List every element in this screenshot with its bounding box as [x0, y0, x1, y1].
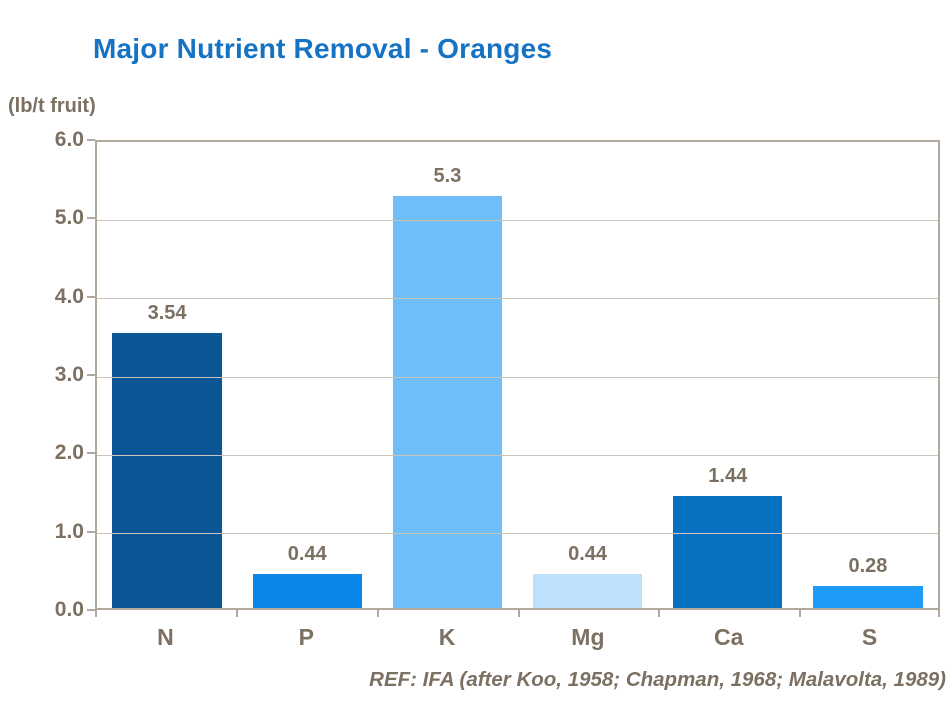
gridline: [97, 298, 938, 300]
x-tick-mark: [517, 610, 520, 617]
x-category-label-K: K: [438, 624, 456, 650]
x-tick-mark: [95, 610, 97, 617]
x-category-label-P: P: [298, 624, 314, 650]
y-tick-label: 3.0: [54, 363, 84, 386]
x-category-label-N: N: [157, 624, 174, 650]
bar-slot-P: 0.44: [237, 142, 377, 608]
y-tick-label: 4.0: [54, 284, 84, 308]
chart-title: Major Nutrient Removal - Oranges: [93, 33, 553, 64]
reference-note: REF: IFA (after Koo, 1958; Chapman, 1968…: [369, 668, 946, 691]
y-tick-mark: [87, 139, 95, 141]
y-tick-mark: [87, 452, 95, 455]
y-axis-unit-label: (lb/t fruit): [8, 95, 96, 117]
x-category-label-Ca: Ca: [714, 624, 744, 650]
y-tick-label: 5.0: [54, 206, 84, 230]
y-tick-mark: [87, 217, 95, 220]
gridline: [97, 533, 938, 535]
x-category-label-Mg: Mg: [571, 624, 605, 650]
y-tick-mark: [87, 530, 95, 533]
bar-value-label-N: 3.54: [147, 302, 187, 325]
y-tick-label: 2.0: [54, 441, 84, 465]
bar-Mg: [532, 573, 643, 608]
y-tick-mark: [87, 295, 95, 298]
plot-area: 3.54 0.44 5.3 0.44 1.44 0.28: [95, 140, 940, 610]
gridline: [97, 454, 938, 456]
y-tick-label: 0.0: [54, 598, 84, 621]
bar-value-label-P: 0.44: [287, 542, 327, 565]
x-tick-mark: [658, 610, 661, 617]
y-tick-label: 1.0: [54, 519, 84, 543]
y-tick-mark: [87, 609, 95, 611]
gridline: [97, 376, 938, 378]
x-tick-mark: [376, 610, 379, 617]
bar-Ca: [673, 496, 783, 608]
bar-slot-Mg: 0.44: [518, 142, 658, 608]
y-tick-label: 6.0: [54, 128, 84, 151]
bar-slot-S: 0.28: [798, 142, 938, 608]
gridline: [97, 219, 938, 221]
y-tick-mark: [87, 374, 95, 376]
x-tick-mark: [235, 610, 238, 617]
bar-S: [813, 586, 923, 608]
bar-series: 3.54 0.44 5.3 0.44 1.44 0.28: [97, 142, 938, 608]
bar-slot-Ca: 1.44: [658, 142, 798, 608]
bar-value-label-S: 0.28: [848, 555, 888, 578]
bar-N: [112, 333, 222, 608]
bar-value-label-Ca: 1.44: [708, 465, 748, 488]
bar-slot-K: 5.3: [377, 142, 517, 608]
x-category-label-S: S: [861, 624, 878, 650]
x-axis-labels: N P K Mg Ca S: [95, 624, 940, 651]
bar-value-label-Mg: 0.44: [568, 542, 608, 565]
x-tick-mark: [799, 610, 802, 617]
bar-value-label-K: 5.3: [433, 165, 462, 188]
bar-P: [252, 573, 362, 608]
x-tick-mark: [938, 610, 940, 617]
bar-K: [392, 196, 503, 608]
bar-slot-N: 3.54: [97, 142, 237, 608]
